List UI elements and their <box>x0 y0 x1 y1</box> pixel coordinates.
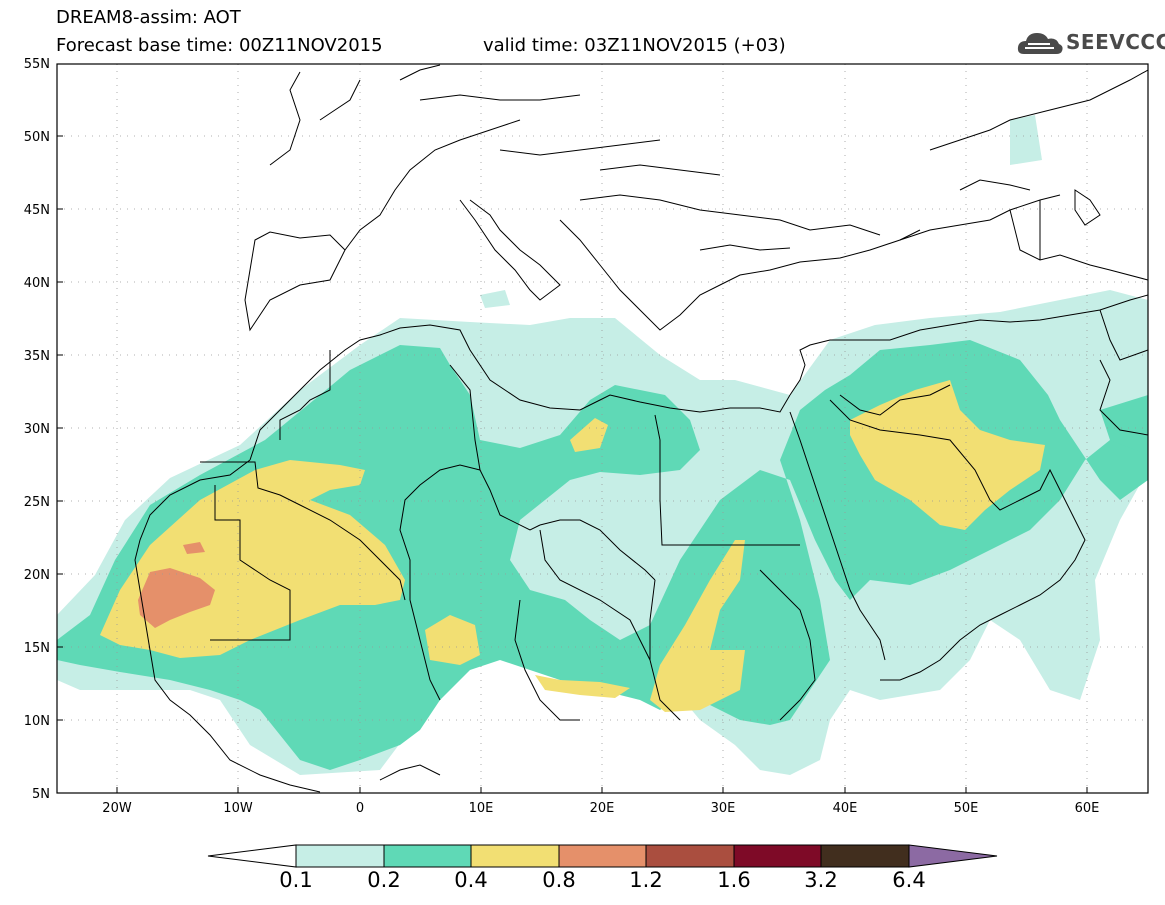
axis-ticks <box>57 63 1088 793</box>
lat-label: 5N <box>32 787 50 802</box>
aot-band-0.4-sudan <box>650 540 745 712</box>
lon-label: 20E <box>590 801 615 816</box>
colorbar-segment <box>470 844 560 868</box>
lat-label: 50N <box>24 130 50 145</box>
aot-band-0.4-arabia <box>850 380 1045 530</box>
lat-label: 25N <box>24 495 50 510</box>
lon-label: 50E <box>954 801 979 816</box>
lon-label: 60E <box>1075 801 1100 816</box>
colorbar-segment <box>558 844 647 868</box>
colorbar-label: 0.2 <box>367 868 401 892</box>
lon-label: 0 <box>356 801 364 816</box>
lon-label: 10E <box>469 801 494 816</box>
cloud-icon <box>1017 33 1063 54</box>
colorbar-label: 6.4 <box>892 868 926 892</box>
colorbar-over-arrow <box>908 844 998 868</box>
coastlines <box>134 64 1148 793</box>
valid-time: valid time: 03Z11NOV2015 (+03) <box>483 35 786 56</box>
lat-label: 40N <box>24 276 50 291</box>
aot-band-0.4-chad <box>425 615 480 665</box>
colorbar-label: 1.6 <box>717 868 751 892</box>
colorbar-label: 0.4 <box>454 868 488 892</box>
aot-band-0.4-libya <box>570 418 608 452</box>
colorbar-under-arrow <box>207 844 297 868</box>
lat-label: 45N <box>24 203 50 218</box>
lat-label: 20N <box>24 568 50 583</box>
lat-label: 15N <box>24 641 50 656</box>
lat-label: 10N <box>24 714 50 729</box>
colorbar-segment <box>645 844 735 868</box>
lat-label: 35N <box>24 349 50 364</box>
lat-label: 55N <box>24 57 50 72</box>
logo-text: SEEVCCC <box>1066 30 1165 54</box>
lon-label: 40E <box>833 801 858 816</box>
latitude-labels: 55N 50N 45N 40N 35N 30N 25N 20N 15N 10N … <box>24 57 50 802</box>
lon-label: 30E <box>711 801 736 816</box>
map-title: DREAM8-assim: AOT <box>56 7 241 28</box>
lon-label: 10W <box>223 801 253 816</box>
colorbar-label: 0.8 <box>542 868 576 892</box>
colorbar-segment <box>733 844 822 868</box>
aot-shading <box>57 115 1148 775</box>
lat-label: 30N <box>24 422 50 437</box>
aot-band-0.8-main <box>138 568 215 628</box>
aot-band-0.2-east <box>1100 395 1148 455</box>
seevccc-logo: SEEVCCC <box>1016 24 1165 60</box>
colorbar-segment <box>820 844 910 868</box>
forecast-base-time: Forecast base time: 00Z11NOV2015 <box>56 35 383 56</box>
aot-band-0.1-north <box>1010 115 1042 165</box>
colorbar-segment <box>383 844 472 868</box>
map-grid <box>57 64 1148 793</box>
aot-band-0.8-small <box>183 542 205 554</box>
colorbar-label: 3.2 <box>804 868 838 892</box>
aot-band-0.4-sudan-stripe <box>535 675 630 698</box>
longitude-labels: 20W 10W 0 10E 20E 30E 40E 50E 60E <box>102 801 1099 816</box>
colorbar-label: 0.1 <box>279 868 313 892</box>
colorbar-label: 1.2 <box>629 868 663 892</box>
aot-band-0.1-italy <box>480 290 510 308</box>
lon-label: 20W <box>102 801 132 816</box>
colorbar-segment <box>295 844 385 868</box>
colorbar <box>207 844 998 868</box>
